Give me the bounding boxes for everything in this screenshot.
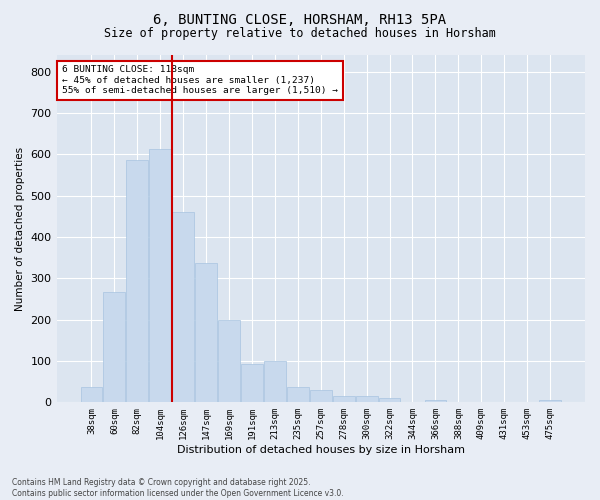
Bar <box>127 160 148 402</box>
Bar <box>218 320 240 402</box>
Bar <box>356 396 377 402</box>
Bar <box>149 150 171 402</box>
Text: Size of property relative to detached houses in Horsham: Size of property relative to detached ho… <box>104 28 496 40</box>
Text: 6, BUNTING CLOSE, HORSHAM, RH13 5PA: 6, BUNTING CLOSE, HORSHAM, RH13 5PA <box>154 12 446 26</box>
Bar <box>103 292 125 403</box>
Bar <box>539 400 561 402</box>
Bar <box>80 386 103 402</box>
Bar <box>379 398 400 402</box>
Text: 6 BUNTING CLOSE: 118sqm
← 45% of detached houses are smaller (1,237)
55% of semi: 6 BUNTING CLOSE: 118sqm ← 45% of detache… <box>62 66 338 95</box>
Bar <box>333 396 355 402</box>
Text: Contains HM Land Registry data © Crown copyright and database right 2025.
Contai: Contains HM Land Registry data © Crown c… <box>12 478 344 498</box>
Bar <box>195 263 217 402</box>
Bar <box>241 364 263 403</box>
Bar <box>264 360 286 403</box>
Bar <box>172 212 194 402</box>
Bar <box>287 386 309 402</box>
Y-axis label: Number of detached properties: Number of detached properties <box>15 146 25 310</box>
Bar <box>310 390 332 402</box>
X-axis label: Distribution of detached houses by size in Horsham: Distribution of detached houses by size … <box>177 445 465 455</box>
Bar <box>425 400 446 402</box>
